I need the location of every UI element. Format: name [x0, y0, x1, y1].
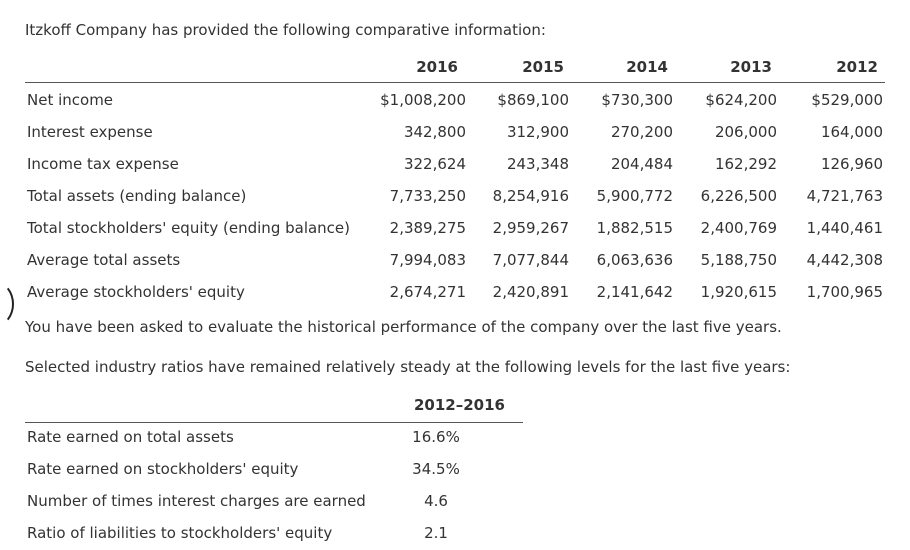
cell-value: $1,008,200 [380, 91, 466, 109]
cell-value: 164,000 [820, 123, 883, 141]
industry-row-value: 4.6 [424, 492, 448, 510]
cell-value: 8,254,916 [492, 187, 569, 205]
cell-value: 1,920,615 [700, 283, 777, 301]
header-divider [25, 82, 885, 83]
industry-divider [25, 422, 523, 423]
cell-value: 342,800 [403, 123, 466, 141]
cell-value: 206,000 [714, 123, 777, 141]
cell-value: 7,077,844 [492, 251, 569, 269]
industry-row-value: 34.5% [412, 460, 460, 478]
cell-value: $730,300 [601, 91, 673, 109]
cell-value: 7,994,083 [389, 251, 466, 269]
cell-value: 1,700,965 [806, 283, 883, 301]
row-label: Net income [27, 91, 114, 109]
cell-value: 2,141,642 [596, 283, 673, 301]
cell-value: 322,624 [403, 155, 466, 173]
row-label: Interest expense [27, 123, 153, 141]
row-label: Total assets (ending balance) [27, 187, 247, 205]
cell-value: 162,292 [714, 155, 777, 173]
cell-value: 2,959,267 [492, 219, 569, 237]
bracket-mark [0, 282, 14, 326]
row-label: Total stockholders' equity (ending balan… [27, 219, 351, 237]
industry-row-label: Rate earned on total assets [27, 428, 234, 446]
industry-row-label: Number of times interest charges are ear… [27, 492, 366, 510]
intro-text: Itzkoff Company has provided the followi… [25, 21, 546, 39]
paragraph-evaluate: You have been asked to evaluate the hist… [25, 318, 782, 336]
year-header-2014: 2014 [626, 58, 668, 76]
cell-value: 4,442,308 [806, 251, 883, 269]
cell-value: 6,063,636 [596, 251, 673, 269]
cell-value: 5,188,750 [700, 251, 777, 269]
cell-value: 4,721,763 [806, 187, 883, 205]
industry-row-label: Rate earned on stockholders' equity [27, 460, 299, 478]
cell-value: 126,960 [820, 155, 883, 173]
cell-value: $529,000 [811, 91, 883, 109]
year-header-2012: 2012 [836, 58, 878, 76]
row-label: Average total assets [27, 251, 181, 269]
industry-row-value: 2.1 [424, 524, 448, 542]
cell-value: 6,226,500 [700, 187, 777, 205]
year-header-2015: 2015 [522, 58, 564, 76]
cell-value: 7,733,250 [389, 187, 466, 205]
cell-value: 312,900 [506, 123, 569, 141]
industry-row-value: 16.6% [412, 428, 460, 446]
row-label: Average stockholders' equity [27, 283, 245, 301]
cell-value: 1,882,515 [596, 219, 673, 237]
cell-value: 2,400,769 [700, 219, 777, 237]
cell-value: 2,420,891 [492, 283, 569, 301]
cell-value: 5,900,772 [596, 187, 673, 205]
cell-value: $624,200 [705, 91, 777, 109]
cell-value: 270,200 [610, 123, 673, 141]
cell-value: 1,440,461 [806, 219, 883, 237]
cell-value: 2,674,271 [389, 283, 466, 301]
row-label: Income tax expense [27, 155, 179, 173]
industry-row-label: Ratio of liabilities to stockholders' eq… [27, 524, 333, 542]
paragraph-industry: Selected industry ratios have remained r… [25, 358, 791, 376]
cell-value: 243,348 [506, 155, 569, 173]
year-header-2016: 2016 [416, 58, 458, 76]
cell-value: $869,100 [497, 91, 569, 109]
cell-value: 2,389,275 [389, 219, 466, 237]
industry-header: 2012–2016 [414, 396, 505, 414]
cell-value: 204,484 [610, 155, 673, 173]
year-header-2013: 2013 [730, 58, 772, 76]
